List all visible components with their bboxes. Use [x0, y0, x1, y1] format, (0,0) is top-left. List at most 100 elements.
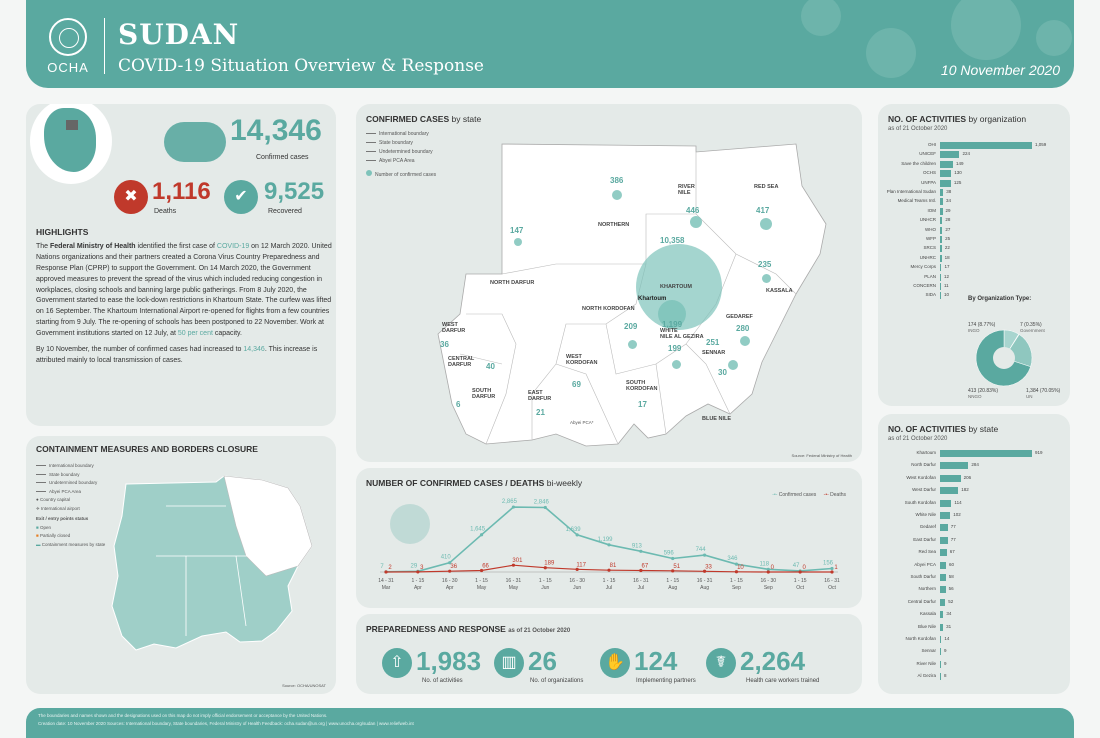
bar-category-label: UNHCR [919, 217, 936, 223]
x-tick-label: Jun [573, 585, 581, 591]
bar-category-label: OHI [927, 142, 936, 147]
x-tick-label: Sep [764, 585, 773, 591]
bar-row: North Darfur 284 [911, 462, 1032, 470]
pie-value-label: 1,384 (70.05%) [1026, 388, 1061, 394]
org-activities-card: NO. OF ACTIVITIES by organization as of … [878, 104, 1070, 406]
prep-label: No. of activities [422, 678, 463, 684]
bar-value-label: 67 [949, 549, 955, 555]
x-tick-label: Apr [414, 585, 422, 591]
state-label: WHITE NILE [660, 328, 678, 340]
state-label: WEST KORDOFAN [566, 354, 598, 366]
pie-category-label: INGO [968, 328, 980, 333]
bar-row: OHI 1,059 [928, 142, 1046, 149]
cases-map-title: CONFIRMED CASES by state [366, 114, 482, 124]
bar-row: SRCS 22 [923, 245, 1032, 253]
data-point [702, 553, 707, 557]
bar-value-label: 9 [944, 648, 947, 654]
bar-value-label: 17 [944, 264, 950, 270]
bar-category-label: River Nile [916, 660, 936, 666]
x-tick-label: May [477, 585, 487, 591]
bar [940, 536, 948, 544]
bar-category-label: Khartoum [916, 450, 936, 455]
bar-category-label: White Nile [915, 512, 936, 517]
data-point [543, 505, 547, 510]
state-label: SOUTH KORDOFAN [626, 380, 658, 392]
bar [940, 561, 946, 569]
data-label: 117 [576, 562, 586, 568]
bar-row: IOM 29 [928, 207, 1032, 215]
people-icon [164, 122, 226, 162]
data-label: 7 [380, 564, 384, 570]
bar-row: Mercy Corps 17 [910, 264, 1032, 272]
state-label: KASSALA [766, 288, 793, 294]
state-activities-title: NO. OF ACTIVITIES by state [888, 424, 999, 434]
bar [940, 142, 1032, 149]
bar-row: Abyei PCA 60 [914, 561, 1032, 569]
highlights-section: HIGHLIGHTS The Federal Ministry of Healt… [36, 226, 336, 371]
org-activities-title: NO. OF ACTIVITIES by organization [888, 114, 1027, 124]
data-label: 3 [420, 565, 424, 571]
pie-hole [993, 347, 1015, 369]
confirmed-label: Confirmed cases [256, 154, 309, 161]
bar-category-label: OCHS [922, 170, 936, 176]
bar-category-label: IOM [927, 207, 937, 213]
bar-category-label: Kassala [919, 611, 936, 617]
covid-link[interactable]: COVID-19 [216, 243, 250, 251]
bar-value-label: 77 [950, 524, 956, 530]
x-tick-label: Jul [638, 585, 644, 591]
state-activities-card: NO. OF ACTIVITIES by state as of 21 Octo… [878, 414, 1070, 694]
state-value: 6 [456, 400, 461, 409]
x-tick-label: May [509, 585, 519, 591]
bar [940, 151, 960, 159]
bar [940, 226, 943, 234]
state-value: 235 [758, 260, 772, 269]
bar [940, 207, 943, 215]
recovered-count: 9,525 [264, 178, 325, 205]
state-label: EAST DARFUR [528, 390, 552, 402]
bar [940, 549, 947, 557]
cases-map-legend: International boundary State boundary Un… [366, 130, 436, 180]
x-tick-label: 16 - 31 [824, 578, 840, 584]
state-value: 30 [718, 368, 727, 377]
data-point [766, 570, 770, 574]
preparedness-title: PREPAREDNESS AND RESPONSE as of 21 Octob… [366, 624, 571, 634]
bar-row: CONCERN 11 [913, 283, 1032, 290]
footer-sources: Creation date: 10 November 2020 Sources:… [38, 720, 414, 726]
state-value: 21 [536, 408, 545, 417]
bar [940, 462, 969, 470]
bar-category-label: SIDA [925, 292, 936, 298]
bar-category-label: UNHRC [919, 254, 936, 260]
bar-value-label: 114 [954, 499, 962, 505]
highlights-paragraph: The Federal Ministry of Health identifie… [36, 243, 332, 337]
data-label: 0 [771, 565, 775, 571]
data-label: 67 [642, 563, 649, 569]
x-tick-label: Aug [700, 585, 709, 591]
bar-value-label: 102 [953, 512, 961, 517]
bar-value-label: 206 [963, 474, 972, 480]
x-tick-label: Jul [606, 585, 612, 591]
building-icon: ▥ [494, 648, 524, 678]
bar-row: Kassala 34 [920, 611, 1032, 619]
deaths-icon: ✖ [114, 180, 148, 214]
bar-row: South Kordofan 114 [905, 499, 1032, 507]
bar-category-label: UNFPA [921, 179, 936, 185]
bar-category-label: North Kordofan [905, 636, 936, 641]
x-tick-label: 1 - 15 [794, 578, 807, 584]
bar-category-label: Mercy Corps [910, 264, 936, 270]
data-label: 346 [727, 556, 738, 562]
bar-category-label: South Kordofan [904, 499, 936, 505]
data-point [575, 533, 579, 537]
bar-category-label: UNICEF [919, 151, 936, 157]
bar-category-label: Red Sea [918, 549, 936, 555]
bar [940, 499, 952, 507]
bar-row: East Darfur 77 [913, 536, 1032, 544]
bar [940, 648, 941, 656]
data-point [607, 543, 611, 547]
state-label: WEST DARFUR [442, 322, 466, 334]
data-point [384, 570, 388, 574]
prep-label: Health care workers trained [746, 678, 820, 684]
data-label: 1,639 [566, 527, 582, 533]
data-label: 66 [482, 564, 489, 570]
data-point [448, 561, 452, 565]
prep-label: Implementing partners [636, 678, 696, 684]
